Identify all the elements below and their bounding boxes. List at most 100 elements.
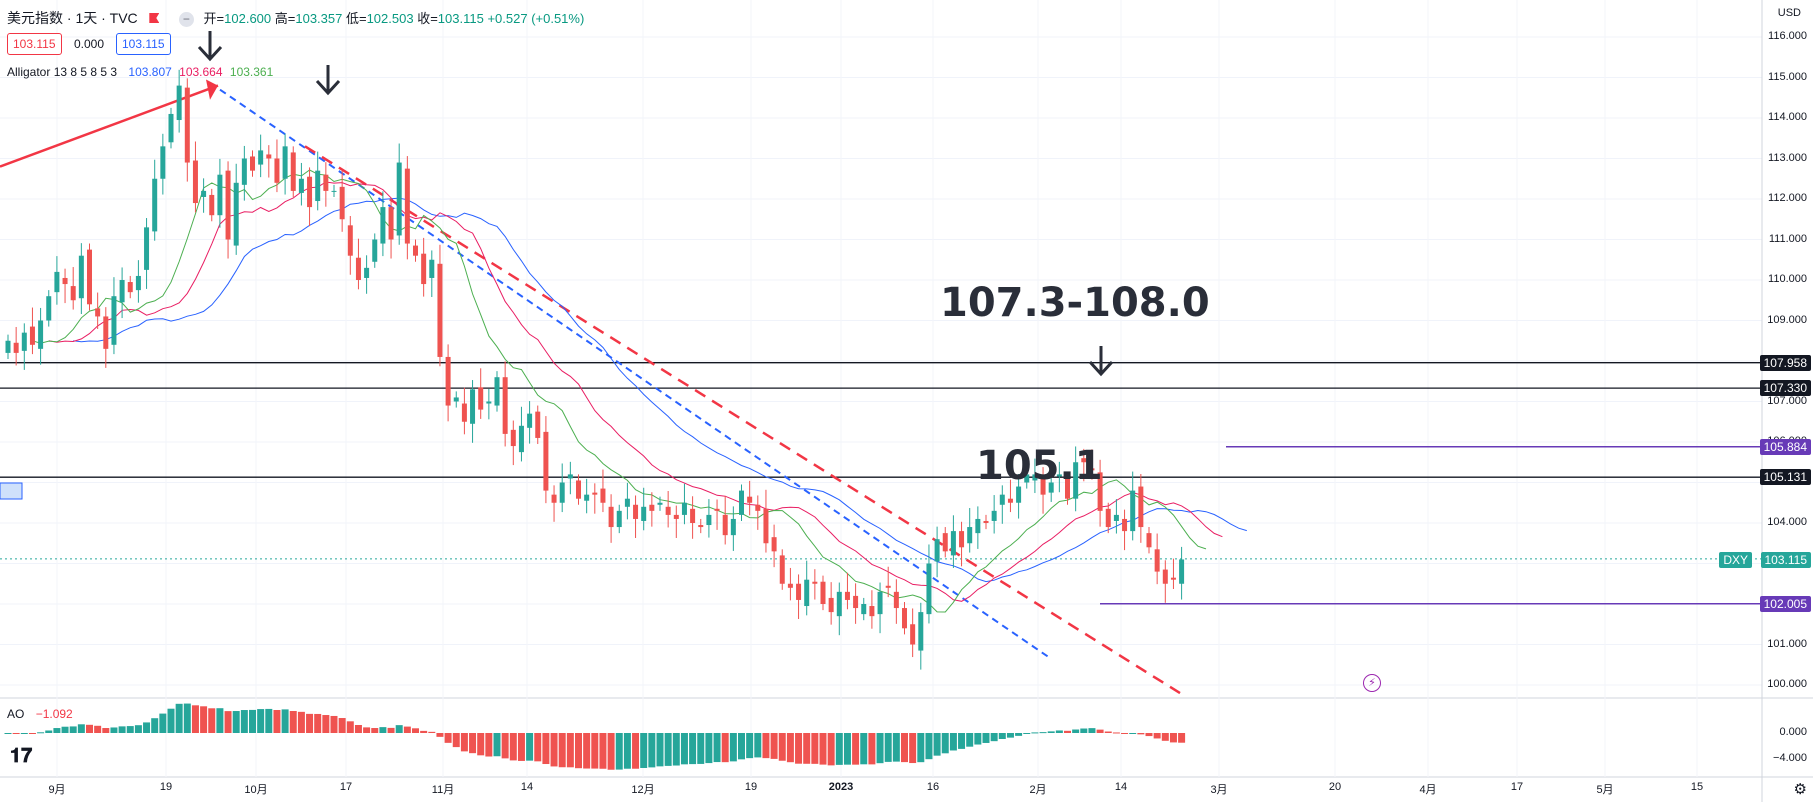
candle — [372, 233, 378, 268]
sell-button[interactable]: 103.115 — [7, 33, 62, 55]
candle-body — [950, 531, 956, 556]
ao-bar — [542, 733, 550, 765]
candle-body — [217, 174, 223, 216]
candle-body — [1065, 478, 1070, 499]
candle-body — [779, 555, 785, 584]
ao-bar — [371, 728, 379, 733]
candle-body — [967, 527, 973, 544]
ao-bar — [949, 733, 957, 751]
ao-bar — [200, 706, 208, 733]
settings-gear-icon[interactable]: ⚙ — [1793, 781, 1807, 798]
candle — [1170, 558, 1176, 590]
candle-body — [649, 504, 655, 511]
ao-bar — [933, 733, 941, 756]
ao-bar — [346, 721, 354, 733]
candle — [518, 406, 524, 462]
close-value: 103.115 — [437, 11, 484, 26]
change-value: +0.527 (+0.51%) — [487, 11, 585, 26]
red-dashed-trend-line — [304, 145, 1181, 695]
candle-body — [404, 168, 410, 244]
uptrend-arrowhead — [206, 79, 218, 100]
candle-body — [95, 308, 101, 317]
candle — [396, 143, 402, 245]
candle-body — [820, 581, 826, 604]
minus-icon[interactable]: − — [178, 12, 194, 27]
ao-bar — [550, 733, 558, 767]
lightning-event-icon[interactable]: ⚡ — [1363, 674, 1381, 692]
symbol-title[interactable]: 美元指数 · 1天 · TVC — [7, 10, 138, 26]
candle-body — [592, 492, 598, 495]
time-tick-label: 14 — [520, 781, 534, 793]
down-arrow-icon — [315, 65, 341, 96]
symbol-price-tag: DXY — [1719, 552, 1752, 568]
candle-body — [429, 259, 435, 278]
ao-bar — [575, 733, 582, 769]
ao-label: AO — [7, 707, 25, 721]
ao-bar — [45, 730, 53, 733]
candle — [828, 582, 834, 625]
ao-bar — [827, 733, 835, 766]
alligator-teeth-value: 103.664 — [179, 65, 223, 79]
down-arrow-icon — [197, 31, 223, 62]
alligator-jaw-line — [73, 197, 1247, 583]
tradingview-logo-icon[interactable]: 𝟏𝟕 — [10, 745, 33, 767]
candle — [714, 499, 720, 530]
candle-body — [119, 280, 125, 303]
ao-bar — [876, 733, 884, 764]
buy-button[interactable]: 103.115 — [116, 33, 171, 55]
candle — [103, 307, 109, 368]
candle — [1162, 560, 1168, 603]
high-value: 103.357 — [295, 11, 343, 26]
candle-body — [869, 606, 875, 617]
candle-body — [176, 85, 182, 121]
candle — [510, 420, 516, 466]
ao-bar — [387, 727, 395, 733]
candle-body — [103, 316, 109, 349]
candle — [779, 549, 785, 590]
ao-bar — [1064, 730, 1071, 733]
time-tick-label: 2023 — [828, 781, 854, 793]
candle — [502, 361, 508, 447]
ao-legend[interactable]: AO −1.092 — [7, 707, 73, 721]
ao-bar — [901, 733, 908, 763]
ao-bar — [469, 733, 477, 754]
candle — [641, 487, 647, 531]
candle-body — [747, 496, 753, 503]
candle-body — [502, 377, 508, 434]
level-label-105884: 105.884 — [1759, 439, 1811, 455]
candle-body — [1089, 468, 1095, 471]
ao-bar — [591, 733, 599, 769]
open-value: 102.600 — [224, 11, 272, 26]
ao-bar — [110, 727, 118, 733]
ao-bar — [265, 708, 273, 733]
candle-body — [5, 340, 11, 353]
candle — [168, 107, 174, 149]
candle-body — [959, 531, 965, 548]
candle — [152, 159, 158, 241]
alligator-legend[interactable]: Alligator 13 8 5 8 5 3 103.807 103.664 1… — [7, 65, 273, 79]
ao-bar — [917, 733, 925, 763]
ao-bar — [297, 711, 305, 733]
candle — [258, 134, 264, 178]
ao-bar — [1104, 731, 1112, 733]
candle-body — [1179, 559, 1185, 584]
ao-bar — [713, 733, 721, 763]
time-tick-label: 12月 — [631, 784, 655, 796]
price-tick-label: 110.000 — [1768, 273, 1807, 285]
ao-bar — [852, 733, 860, 765]
candle-body — [804, 579, 810, 607]
flag-icon[interactable] — [149, 13, 160, 23]
candle-body — [828, 597, 834, 613]
ao-bar — [330, 715, 338, 733]
ao-bar — [1080, 728, 1088, 733]
time-tick-label: 19 — [159, 781, 173, 793]
candle — [461, 387, 467, 435]
candle-body — [527, 413, 533, 428]
ao-bar — [493, 733, 501, 757]
currency-label[interactable]: USD — [1777, 7, 1801, 19]
candle-body — [135, 275, 141, 291]
candle — [201, 178, 207, 213]
candle — [706, 499, 712, 538]
candle — [1048, 463, 1054, 502]
